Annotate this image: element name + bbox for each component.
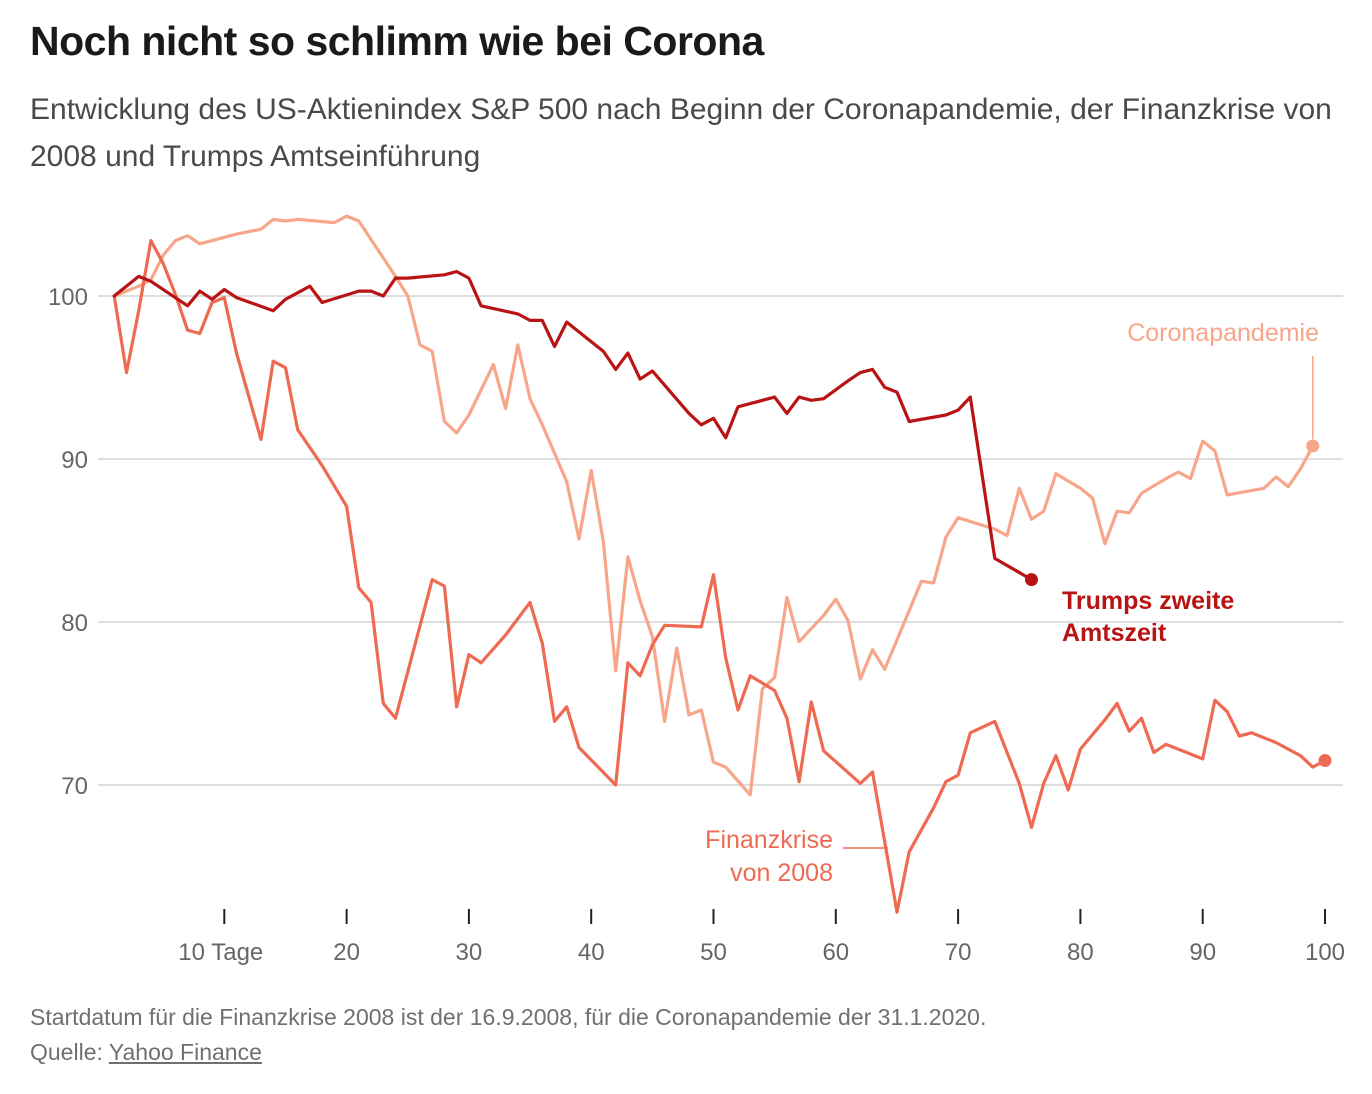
chart-footer: Startdatum für die Finanzkrise 2008 ist … bbox=[30, 1000, 986, 1070]
y-tick-label: 80 bbox=[61, 610, 88, 637]
y-tick-label: 100 bbox=[48, 284, 88, 311]
series-line-corona bbox=[112, 214, 1315, 797]
series-label-finanzkrise: von 2008 bbox=[730, 859, 833, 887]
series-label-corona: Coronapandemie bbox=[1127, 319, 1319, 347]
series-label-finanzkrise: Finanzkrise bbox=[705, 826, 833, 854]
y-tick-label: 70 bbox=[61, 773, 88, 800]
end-marker-trump bbox=[1024, 573, 1038, 587]
source-label: Quelle: bbox=[30, 1039, 103, 1065]
chart-title: Noch nicht so schlimm wie bei Corona bbox=[30, 18, 764, 64]
source-line: Quelle: Yahoo Finance bbox=[30, 1035, 986, 1070]
series-line-finanzkrise bbox=[112, 239, 1327, 914]
x-tick-label: 80 bbox=[1067, 939, 1094, 966]
x-axis: 10 Tage 20 30 40 50 60 70 80 90 100 bbox=[178, 909, 1345, 966]
x-tick-label: 50 bbox=[700, 939, 727, 966]
series-label-trump: Trumps zweite bbox=[1062, 587, 1234, 615]
grid-layer: 70 80 90 100 bbox=[48, 284, 1343, 800]
line-chart: 70 80 90 100 10 Tage 20 30 40 50 60 70 80 90 100 Cor… bbox=[48, 214, 1345, 966]
x-tick-label: 30 bbox=[456, 939, 483, 966]
footnote: Startdatum für die Finanzkrise 2008 ist … bbox=[30, 1004, 987, 1030]
x-tick-label: 20 bbox=[333, 939, 360, 966]
x-tick-label: 60 bbox=[822, 939, 849, 966]
end-marker-finanzkrise bbox=[1318, 754, 1332, 768]
series-labels: Coronapandemie Finanzkrise von 2008 Trumps … bbox=[705, 319, 1319, 887]
series-line-trump bbox=[112, 270, 1034, 582]
x-tick-label: 100 bbox=[1305, 939, 1345, 966]
x-tick-label: 40 bbox=[578, 939, 605, 966]
end-marker-corona bbox=[1306, 439, 1320, 453]
x-tick-label: 90 bbox=[1189, 939, 1216, 966]
series-layer bbox=[112, 214, 1332, 914]
y-tick-label: 90 bbox=[61, 447, 88, 474]
x-tick-label: 70 bbox=[945, 939, 972, 966]
source-link[interactable]: Yahoo Finance bbox=[108, 1039, 262, 1065]
x-tick-label: 10 Tage bbox=[178, 939, 263, 966]
series-label-trump: Amtszeit bbox=[1062, 619, 1167, 647]
chart-subtitle: Entwicklung des US-Aktienindex S&P 500 n… bbox=[30, 93, 1332, 173]
